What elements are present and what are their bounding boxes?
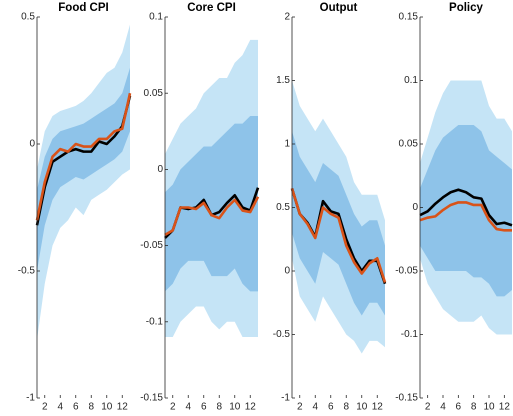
x-tick-label: 12	[117, 402, 129, 413]
y-tick-label: -0.5	[18, 266, 36, 277]
panel-title: Output	[320, 2, 358, 14]
x-tick-label: 12	[372, 402, 384, 413]
y-tick-label: 0.5	[276, 202, 290, 213]
y-tick-label: 0	[29, 139, 35, 150]
confidence-band	[165, 116, 258, 292]
x-tick-label: 2	[170, 402, 176, 413]
y-tick-label: -0.1	[146, 316, 164, 327]
x-tick-label: 10	[483, 402, 495, 413]
x-tick-label: 4	[440, 402, 446, 413]
x-tick-label: 2	[425, 402, 431, 413]
response-line	[419, 188, 513, 227]
y-tick-label: -0.05	[140, 240, 163, 251]
y-tick-label: -0.05	[395, 266, 418, 277]
x-tick-label: 8	[88, 402, 94, 413]
y-tick-label: 1.5	[276, 75, 290, 86]
panel-title: Food CPI	[58, 2, 108, 14]
x-tick-label: 8	[471, 402, 477, 413]
x-tick-label: 12	[245, 402, 257, 413]
y-tick-label: -0.5	[273, 329, 291, 340]
x-tick-label: 10	[356, 402, 368, 413]
x-tick-label: 10	[229, 402, 241, 413]
x-tick-label: 6	[328, 402, 334, 413]
x-tick-label: 4	[57, 402, 63, 413]
response-line	[35, 95, 132, 226]
x-tick-label: 4	[185, 402, 191, 413]
y-tick-label: 0.5	[21, 12, 35, 23]
y-tick-label: 2	[284, 12, 290, 23]
confidence-band	[37, 67, 130, 271]
x-tick-label: 6	[456, 402, 462, 413]
y-tick-label: 0	[284, 266, 290, 277]
x-tick-label: 10	[101, 402, 113, 413]
panel-title: Core CPI	[187, 2, 236, 14]
x-tick-label: 8	[216, 402, 222, 413]
y-tick-label: -0.15	[395, 393, 418, 404]
x-tick-label: 12	[499, 402, 511, 413]
y-tick-label: 0.1	[149, 12, 163, 23]
x-tick-label: 6	[201, 402, 207, 413]
y-tick-label: 0	[157, 164, 163, 175]
x-tick-label: 8	[343, 402, 349, 413]
confidence-band	[37, 24, 130, 340]
y-tick-label: 0.05	[399, 139, 419, 150]
x-tick-label: 6	[73, 402, 79, 413]
y-tick-label: -1	[281, 393, 290, 404]
y-tick-label: -0.15	[140, 393, 163, 404]
response-line	[164, 196, 260, 237]
response-line	[419, 201, 512, 232]
x-tick-label: 2	[297, 402, 303, 413]
y-tick-label: -0.1	[401, 329, 419, 340]
response-line	[290, 188, 387, 283]
y-tick-label: 0.05	[144, 88, 164, 99]
x-tick-label: 2	[42, 402, 48, 413]
response-line	[35, 92, 132, 221]
y-tick-label: 1	[284, 139, 290, 150]
y-tick-label: 0	[412, 202, 418, 213]
x-tick-label: 4	[312, 402, 318, 413]
y-tick-label: 0.15	[399, 12, 419, 23]
y-tick-label: 0.1	[404, 75, 418, 86]
y-tick-label: -1	[26, 393, 35, 404]
panel-title: Policy	[449, 2, 483, 14]
confidence-band	[420, 124, 512, 297]
